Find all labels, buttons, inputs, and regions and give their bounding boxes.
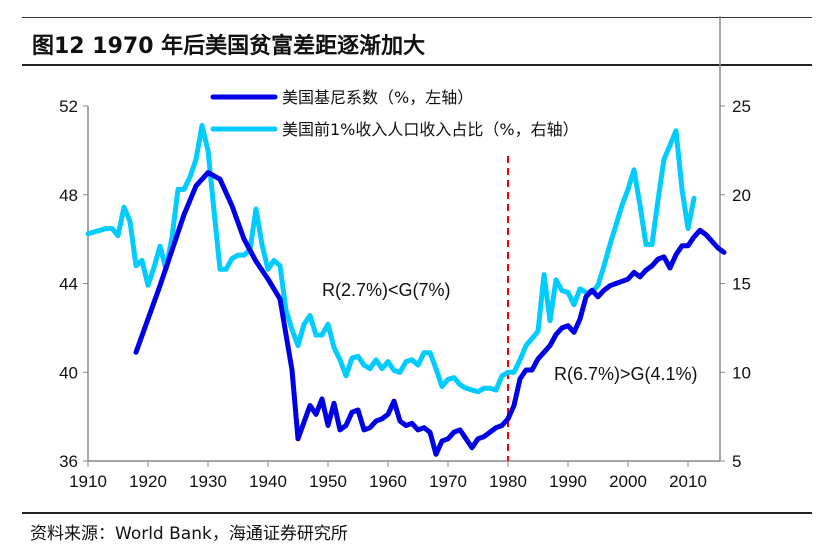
left-tick-label: 36 <box>59 452 78 471</box>
x-tick-label: 1940 <box>249 472 287 491</box>
source-divider <box>22 512 812 514</box>
x-tick-label: 1970 <box>429 472 467 491</box>
x-tick-label: 1910 <box>69 472 107 491</box>
right-tick-label: 25 <box>732 97 751 116</box>
right-tick-label: 15 <box>732 275 751 294</box>
source-note: 资料来源：World Bank，海通证券研究所 <box>30 524 348 544</box>
legend-label: 美国基尼系数（%，左轴） <box>282 88 473 107</box>
annotation-after-1980: R(6.7%)>G(4.1%) <box>554 364 698 384</box>
left-tick-label: 40 <box>59 363 78 382</box>
x-tick-label: 2000 <box>609 472 647 491</box>
x-tick-label: 2010 <box>669 472 707 491</box>
top1-share-series-line <box>85 123 697 395</box>
x-tick-label: 1980 <box>489 472 527 491</box>
x-tick-label: 1920 <box>129 472 167 491</box>
x-tick-label: 1930 <box>189 472 227 491</box>
left-tick-label: 48 <box>59 186 78 205</box>
x-tick-label: 1960 <box>369 472 407 491</box>
figure-title: 图12 1970 年后美国贫富差距逐渐加大 <box>32 34 426 59</box>
right-tick-label: 20 <box>732 186 751 205</box>
x-tick-label: 1990 <box>549 472 587 491</box>
left-tick-label: 52 <box>59 97 78 116</box>
legend-label: 美国前1%收入人口收入占比（%，右轴） <box>282 120 579 139</box>
gini-series-line <box>133 170 727 457</box>
right-tick-label: 5 <box>732 452 741 471</box>
x-tick-label: 1950 <box>309 472 347 491</box>
right-tick-label: 10 <box>732 363 751 382</box>
left-tick-label: 44 <box>59 275 78 294</box>
title-bar: 图12 1970 年后美国贫富差距逐渐加大 <box>22 17 812 66</box>
annotation-before-1980: R(2.7%)<G(7%) <box>322 280 451 300</box>
